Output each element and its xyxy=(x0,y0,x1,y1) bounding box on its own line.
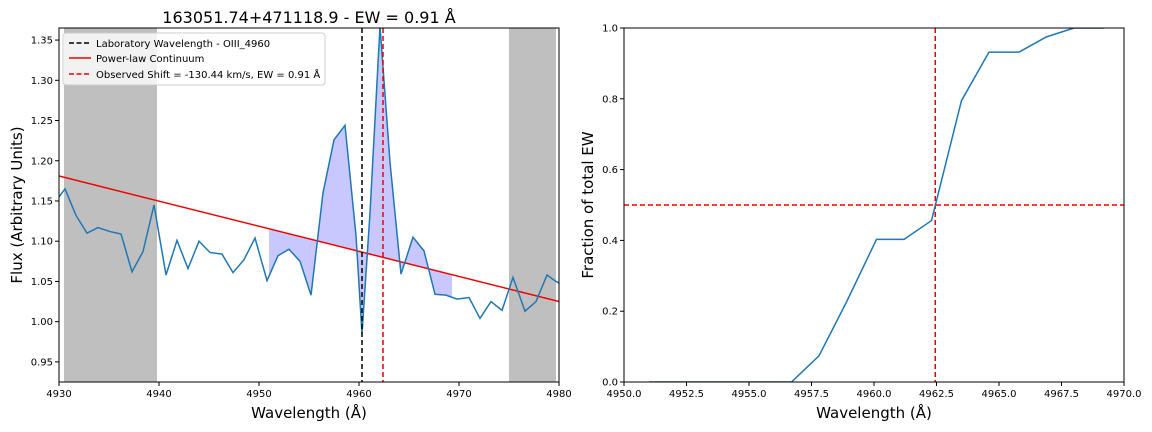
x-tick-label: 4960 xyxy=(346,389,371,400)
x-tick-label: 4967.5 xyxy=(1044,389,1079,400)
y-tick-label: 1.35 xyxy=(31,36,53,47)
y-tick-label: 1.10 xyxy=(31,237,53,248)
x-tick-label: 4930 xyxy=(46,389,71,400)
right-y-axis-label: Fraction of total EW xyxy=(579,131,597,278)
left-axes-frame xyxy=(58,27,560,383)
legend-entry-shift: Observed Shift = -130.44 km/s, EW = 0.91… xyxy=(96,68,320,81)
flux-spectrum-panel: 4930 4940 4950 4960 4970 4980 0.95 1.00 1.05 1.1… xyxy=(8,8,572,422)
x-tick-label: 4950 xyxy=(246,389,271,400)
y-tick-label: 1.15 xyxy=(31,196,53,207)
y-tick-label: 1.0 xyxy=(602,24,618,35)
cumulative-series xyxy=(649,28,1104,382)
cumulative-ew-line xyxy=(649,28,1104,382)
legend-entry-lab: Laboratory Wavelength - OIII_4960 xyxy=(96,39,270,50)
flux-line xyxy=(59,28,559,334)
x-tick-label: 4965.0 xyxy=(982,389,1017,400)
x-tick-label: 4970 xyxy=(446,389,471,400)
wavelength-markers xyxy=(361,28,384,382)
reference-lines xyxy=(624,28,1124,382)
x-tick-label: 4980 xyxy=(546,389,571,400)
x-tick-label: 4970.0 xyxy=(1107,389,1142,400)
right-x-axis-label: Wavelength (Å) xyxy=(816,403,932,422)
x-tick-label: 4957.5 xyxy=(794,389,829,400)
y-tick-label: 0.0 xyxy=(602,378,618,389)
right-x-ticks: 4950.0 4952.5 4955.0 4957.5 4960.0 4962.5 4965… xyxy=(607,382,1142,400)
x-tick-label: 4960.0 xyxy=(857,389,892,400)
excluded-region xyxy=(64,28,157,382)
power-law-continuum xyxy=(59,175,559,303)
legend: Laboratory Wavelength - OIII_4960 Power-… xyxy=(62,32,326,86)
left-y-ticks: 0.95 1.00 1.05 1.10 1.15 1.20 1.25 1.30 1.35 xyxy=(31,36,59,368)
excluded-regions xyxy=(64,28,556,382)
y-tick-label: 0.4 xyxy=(602,236,618,247)
continuum-line xyxy=(59,175,559,303)
y-tick-label: 1.05 xyxy=(31,277,53,288)
x-tick-label: 4940 xyxy=(146,389,171,400)
x-tick-label: 4955.0 xyxy=(732,389,767,400)
legend-box xyxy=(62,32,326,86)
legend-entry-continuum: Power-law Continuum xyxy=(96,54,204,65)
y-tick-label: 0.6 xyxy=(602,165,618,176)
y-tick-label: 1.00 xyxy=(31,317,53,328)
x-tick-label: 4962.5 xyxy=(919,389,954,400)
left-x-axis-label: Wavelength (Å) xyxy=(251,403,367,422)
x-tick-label: 4950.0 xyxy=(607,389,642,400)
left-chart-title: 163051.74+471118.9 - EW = 0.91 Å xyxy=(162,8,455,27)
y-tick-label: 1.25 xyxy=(31,116,53,127)
y-tick-label: 0.95 xyxy=(31,357,53,368)
y-tick-label: 1.20 xyxy=(31,156,53,167)
cumulative-ew-panel: 4950.0 4952.5 4955.0 4957.5 4960.0 4962.5 4965… xyxy=(579,24,1142,423)
right-y-ticks: 0.0 0.2 0.4 0.6 0.8 1.0 xyxy=(602,24,624,389)
y-tick-label: 0.2 xyxy=(602,307,618,318)
excluded-region xyxy=(509,28,556,382)
y-tick-label: 1.30 xyxy=(31,76,53,87)
left-x-ticks: 4930 4940 4950 4960 4970 4980 xyxy=(46,382,572,400)
spectrum-series xyxy=(59,28,559,334)
left-y-axis-label: Flux (Arbitrary Units) xyxy=(8,126,26,283)
y-tick-label: 0.8 xyxy=(602,94,618,105)
x-tick-label: 4952.5 xyxy=(669,389,704,400)
